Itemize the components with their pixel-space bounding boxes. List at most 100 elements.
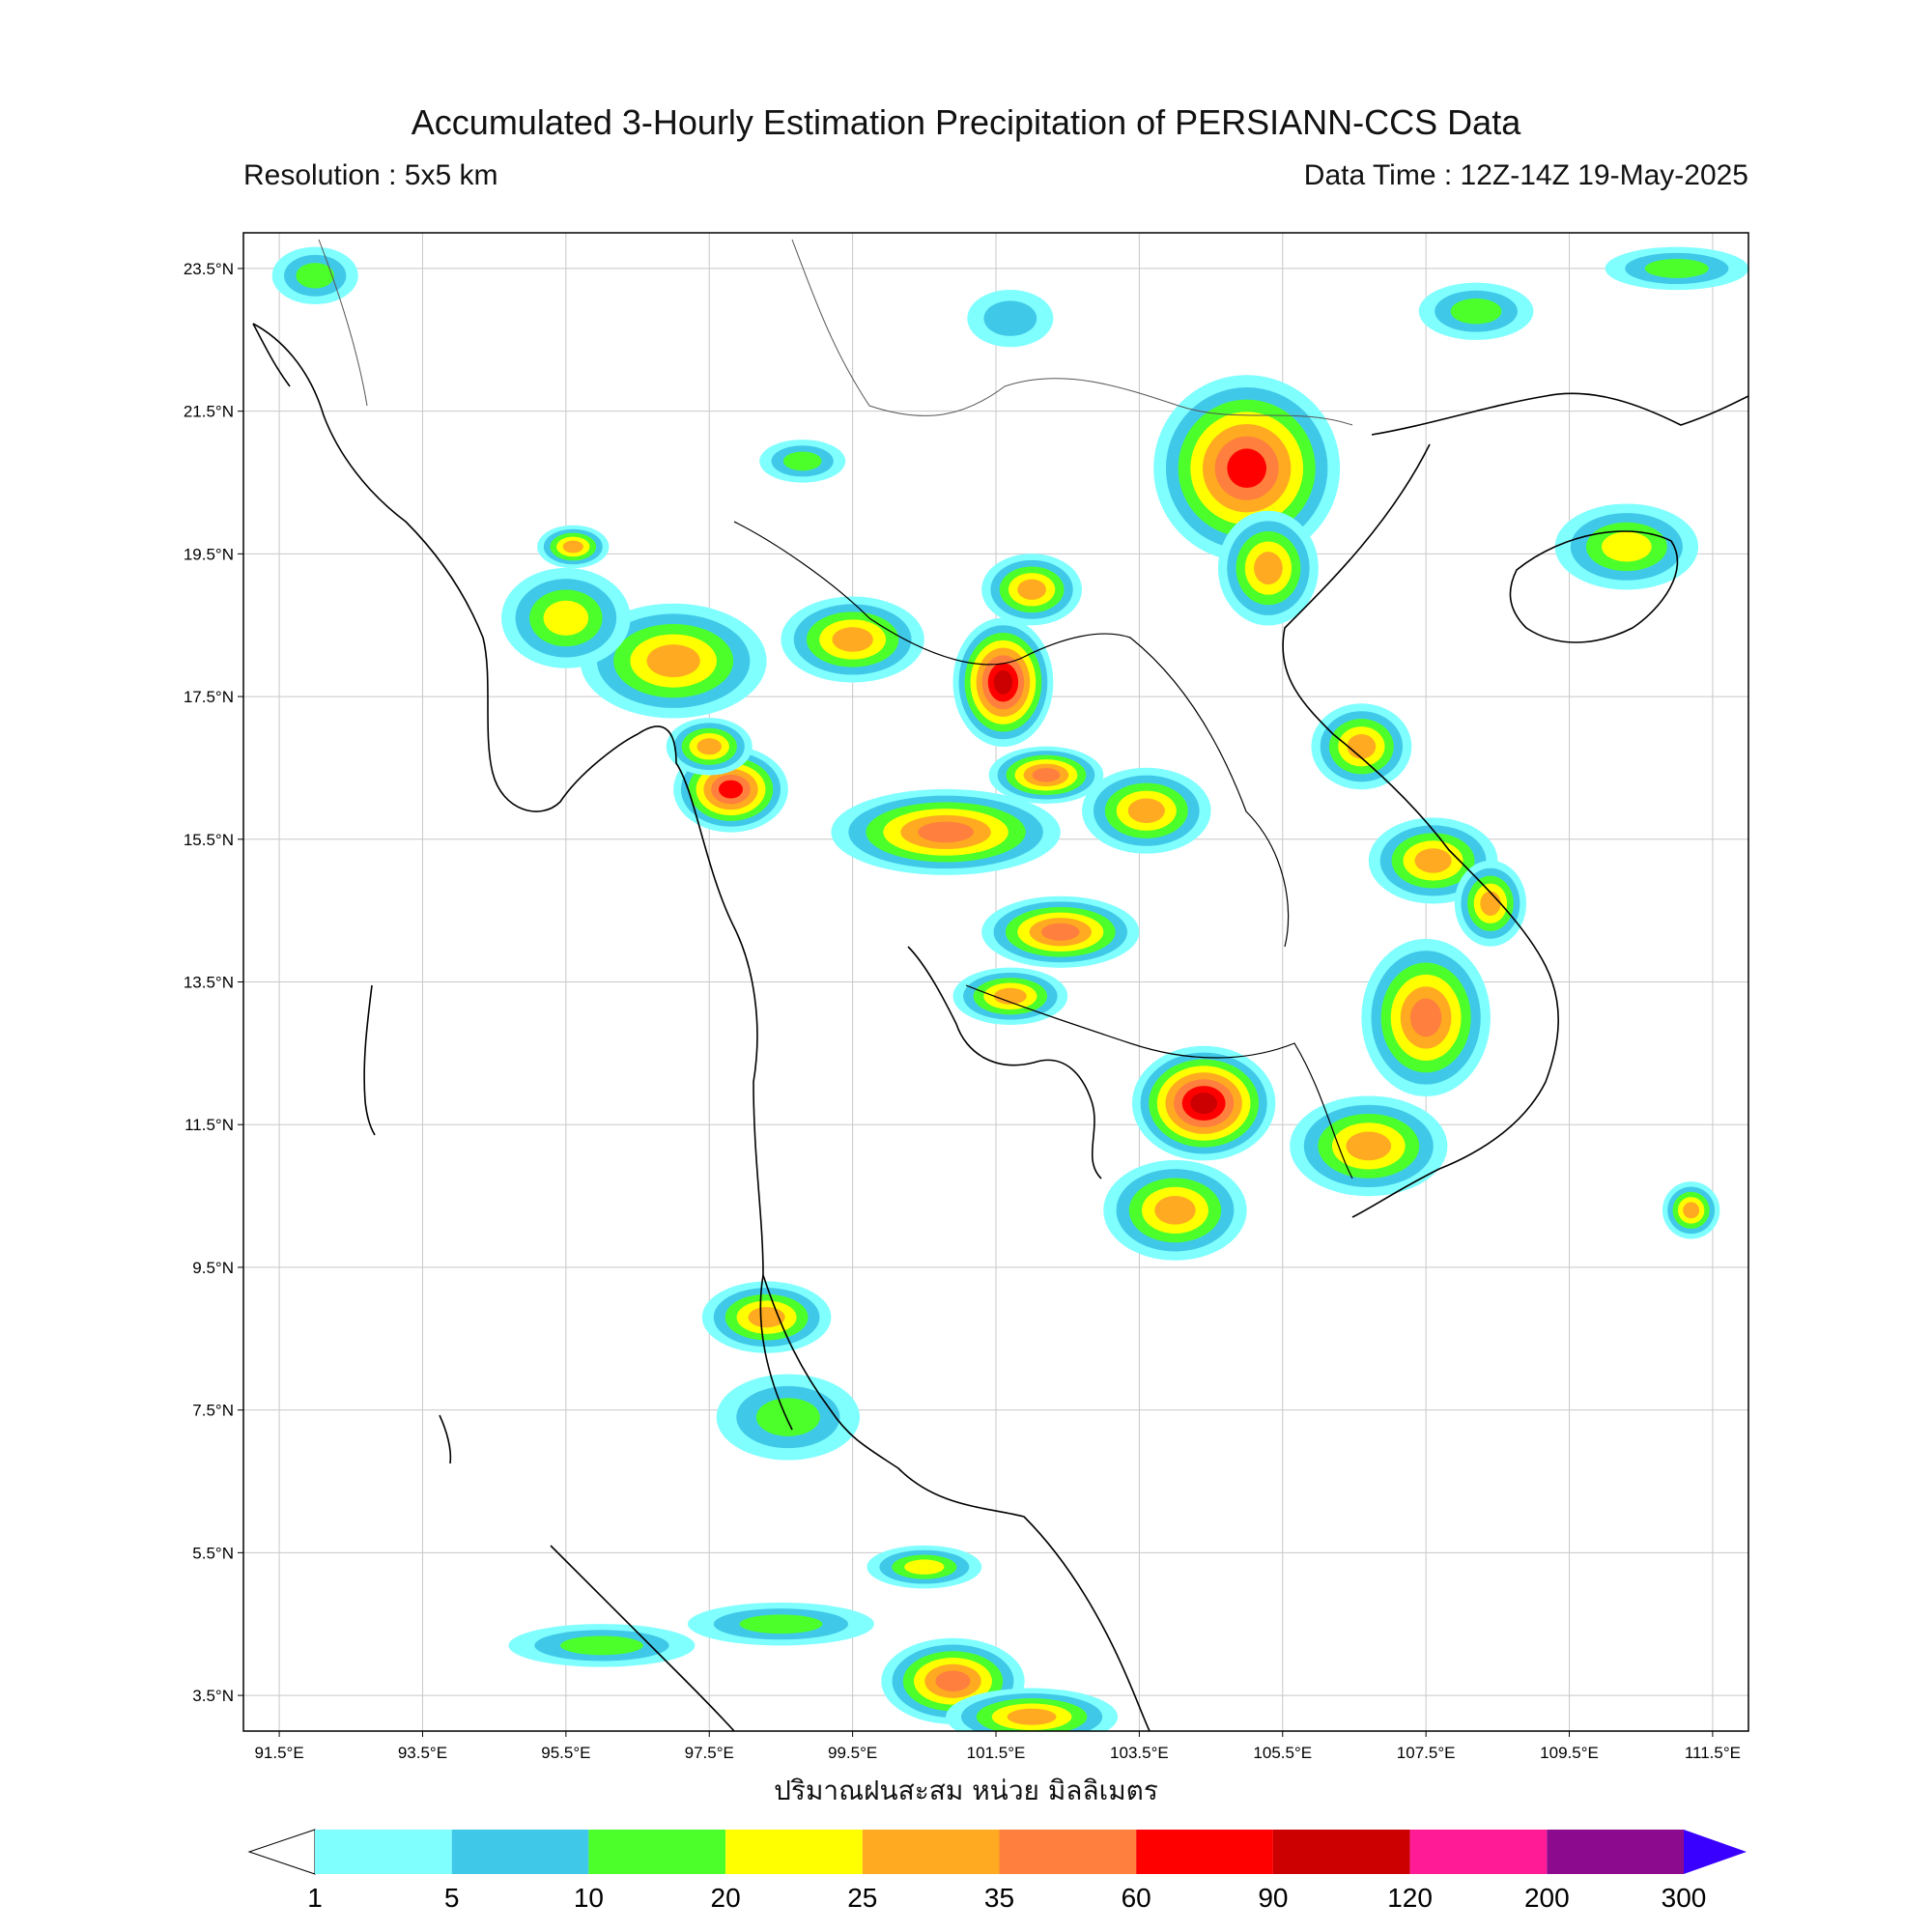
- rain-cell: [832, 627, 873, 652]
- rain-cell: [782, 451, 822, 471]
- coastlines: [252, 239, 1748, 1731]
- data-time-label: Data Time : 12Z-14Z 19-May-2025: [1303, 159, 1748, 191]
- rain-cell: [1190, 1093, 1217, 1115]
- rain-cell: [543, 600, 589, 636]
- rain-cell: [646, 644, 700, 678]
- rain-cell: [918, 821, 974, 843]
- rain-cell: [1017, 579, 1046, 600]
- colorbar-segment: [1409, 1830, 1548, 1874]
- lon-tick-label: 103.5°E: [1110, 1744, 1169, 1762]
- lon-tick-label: 93.5°E: [398, 1744, 447, 1762]
- rain-cell: [1450, 298, 1502, 325]
- colorbar-segment: [315, 1830, 452, 1874]
- rain-cell: [904, 1559, 945, 1575]
- coastline-south-china: [1371, 392, 1748, 436]
- rain-cell: [1347, 734, 1377, 759]
- colorbar-segment: [862, 1830, 1000, 1874]
- colorbar-tick-label: 120: [1387, 1883, 1433, 1913]
- rain-cell: [755, 1398, 820, 1436]
- border-thailand-laos: [733, 521, 1290, 948]
- colorbar-tick-label: 300: [1662, 1883, 1707, 1913]
- rain-field: [271, 246, 1748, 1731]
- lat-tick-label: 3.5°N: [192, 1687, 234, 1705]
- colorbar-tick-label: 1: [307, 1883, 323, 1913]
- colorbar-unit-label: ปริมาณฝนสะสม หน่วย มิลลิเมตร: [774, 1775, 1158, 1806]
- colorbar-tick-label: 90: [1258, 1883, 1288, 1913]
- rain-cell: [1127, 798, 1165, 823]
- rain-cell: [993, 669, 1013, 695]
- lon-tick-label: 97.5°E: [685, 1744, 734, 1762]
- rain-cell: [1409, 998, 1442, 1037]
- colorbar-tick-label: 20: [711, 1883, 741, 1913]
- lon-tick-label: 109.5°E: [1540, 1744, 1599, 1762]
- lat-tick-label: 7.5°N: [192, 1402, 234, 1420]
- lon-tick-label: 107.5°E: [1397, 1744, 1456, 1762]
- colorbar-tick-label: 60: [1122, 1883, 1151, 1913]
- rain-cell: [935, 1670, 971, 1692]
- colorbar-segment: [725, 1830, 863, 1874]
- coastline-thailand-gulf: [907, 946, 1102, 1179]
- lon-tick-label: 99.5°E: [828, 1744, 877, 1762]
- lat-tick-label: 23.5°N: [184, 260, 234, 278]
- colorbar-segment: [1547, 1830, 1684, 1874]
- rain-cell: [1602, 531, 1652, 562]
- lon-tick-label: 95.5°E: [541, 1744, 590, 1762]
- coastline-myanmar: [252, 323, 793, 1431]
- latitude-axis: 23.5°N 21.5°N 19.5°N 17.5°N 15.5°N 13.5°N 11.5…: [184, 260, 243, 1705]
- border-india-myanmar: [318, 239, 368, 407]
- lon-tick-label: 111.5°E: [1685, 1744, 1741, 1762]
- rain-cell: [739, 1614, 823, 1634]
- colorbar-low-extension: [247, 1829, 316, 1875]
- rain-cell: [993, 987, 1027, 1005]
- rain-cell: [1032, 768, 1061, 782]
- rain-cell: [1414, 848, 1452, 873]
- border-cambodia: [965, 984, 1353, 1179]
- rain-cell: [1007, 1708, 1057, 1725]
- lat-tick-label: 11.5°N: [185, 1116, 234, 1134]
- colorbar: 1 5 10 20 25 35 60 90 120 200 300: [247, 1829, 1747, 1913]
- map-title: Accumulated 3-Hourly Estimation Precipit…: [411, 102, 1521, 142]
- rain-cell: [1227, 448, 1266, 489]
- colorbar-segment: [999, 1830, 1137, 1874]
- rain-cell: [1480, 891, 1501, 916]
- rain-cell: [1683, 1202, 1700, 1219]
- colorbar-segment: [588, 1830, 726, 1874]
- colorbar-tick-label: 35: [984, 1883, 1014, 1913]
- coastline-malay-west: [550, 1545, 735, 1731]
- lon-tick-label: 101.5°E: [967, 1744, 1026, 1762]
- coastline-hainan: [1509, 530, 1679, 643]
- coastline-nicobar: [439, 1414, 452, 1464]
- rain-cell: [696, 738, 722, 755]
- lat-tick-label: 5.5°N: [192, 1544, 234, 1562]
- lat-tick-label: 19.5°N: [184, 545, 234, 563]
- colorbar-tick-label: 200: [1524, 1883, 1570, 1913]
- rain-cell: [1644, 259, 1709, 278]
- rain-cell: [719, 780, 743, 799]
- border-china: [791, 239, 1353, 426]
- rain-cell: [1154, 1196, 1196, 1225]
- coastline-vietnam: [1282, 443, 1559, 1218]
- colorbar-segment: [1136, 1830, 1273, 1874]
- rain-cell: [562, 540, 583, 554]
- coastline-bangladesh: [252, 323, 291, 387]
- longitude-axis: 91.5°E 93.5°E 95.5°E 97.5°E 99.5°E 101.5°E 103…: [254, 1731, 1741, 1762]
- colorbar-segment: [1272, 1830, 1410, 1874]
- lat-tick-label: 21.5°N: [184, 403, 234, 421]
- resolution-label: Resolution : 5x5 km: [243, 159, 498, 191]
- rain-cell: [560, 1635, 643, 1656]
- lon-tick-label: 105.5°E: [1253, 1744, 1312, 1762]
- rain-cell: [748, 1307, 785, 1328]
- lon-tick-label: 91.5°E: [254, 1744, 303, 1762]
- rain-cell: [1254, 552, 1283, 585]
- lat-tick-label: 13.5°N: [184, 974, 234, 992]
- coastline-andaman-islands: [363, 984, 376, 1136]
- colorbar-tick-label: 25: [847, 1883, 877, 1913]
- rain-cell: [296, 263, 334, 289]
- colorbar-segment: [451, 1830, 589, 1874]
- rain-cell: [1040, 923, 1080, 941]
- lat-tick-label: 9.5°N: [192, 1259, 234, 1277]
- lat-tick-label: 17.5°N: [184, 688, 234, 706]
- rain-cell: [1346, 1131, 1392, 1161]
- colorbar-high-extension: [1684, 1830, 1747, 1874]
